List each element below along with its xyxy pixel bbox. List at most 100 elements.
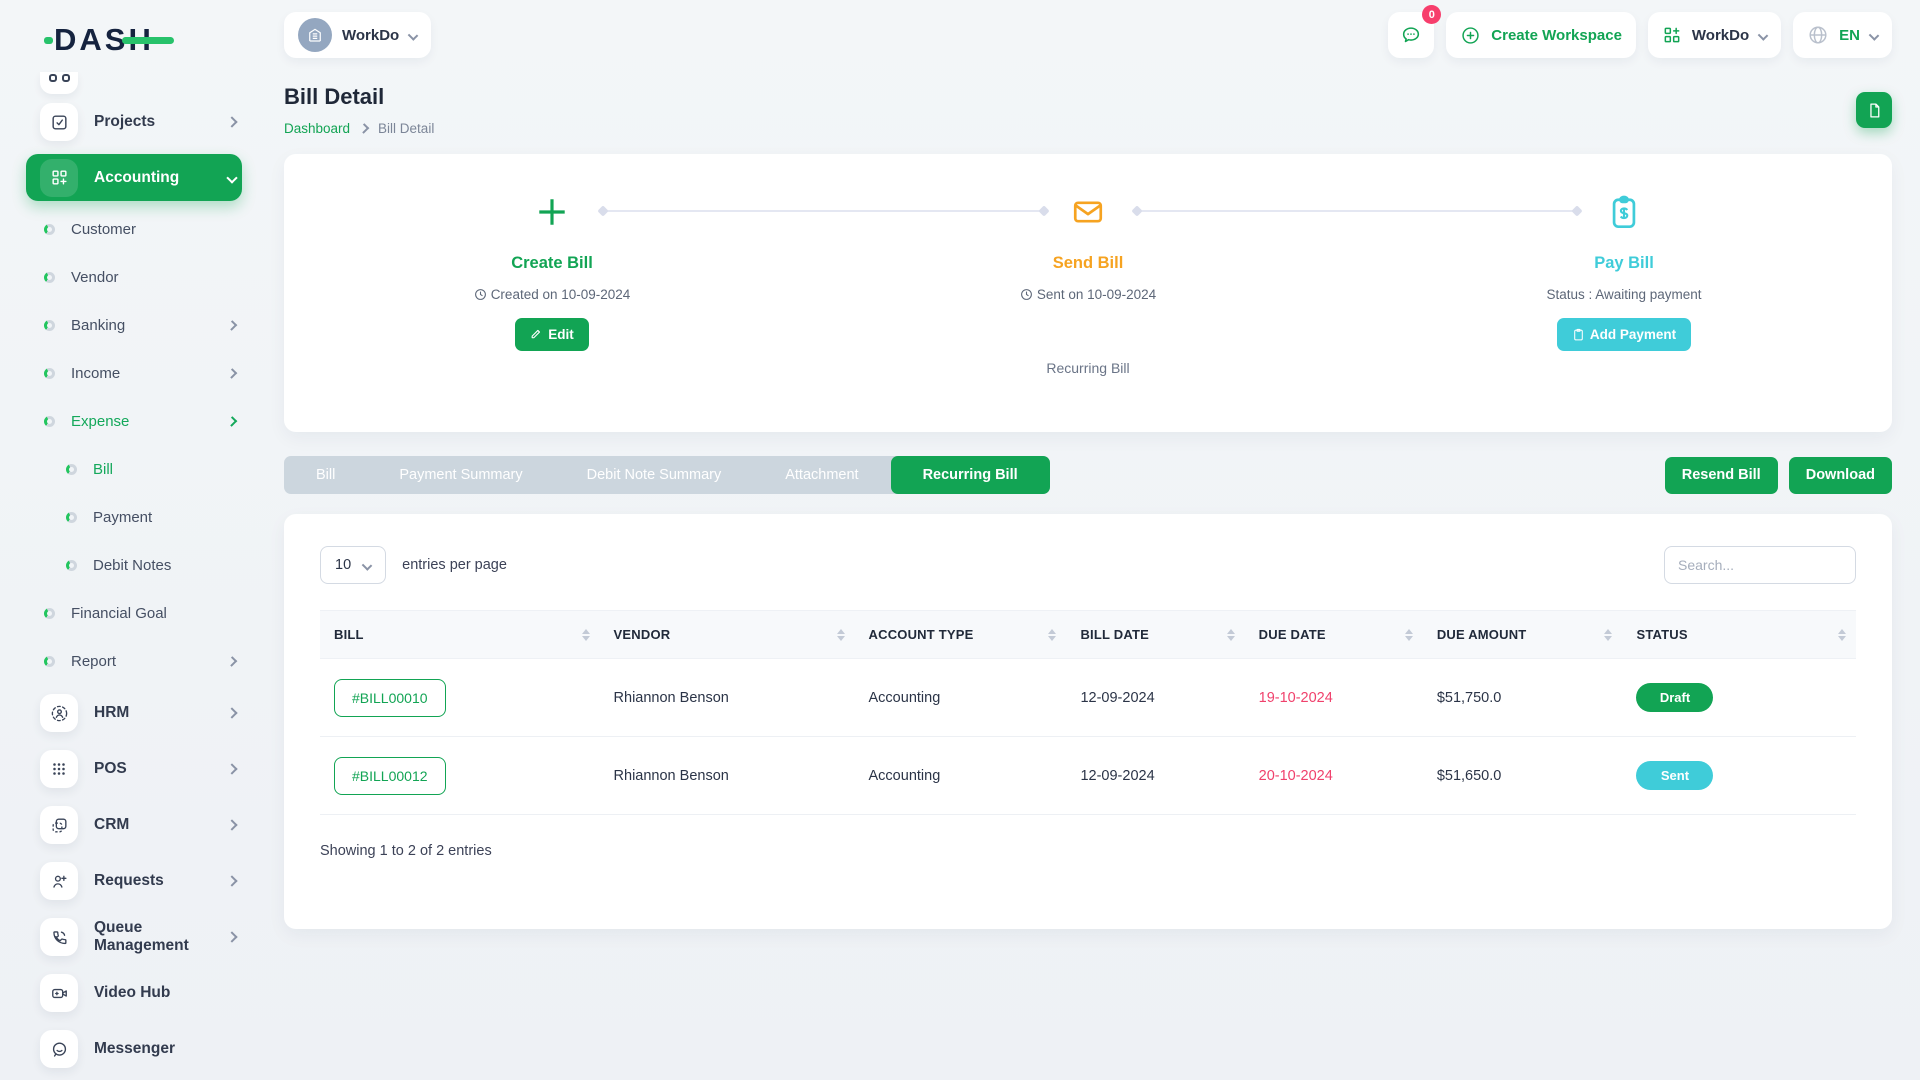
sidebar-item-customer[interactable]: Customer bbox=[26, 205, 242, 253]
sidebar-item-messenger[interactable]: Messenger bbox=[26, 1021, 242, 1077]
chevron-down-icon bbox=[1868, 29, 1880, 41]
sidebar-item-label: Report bbox=[71, 652, 117, 670]
create-workspace-button[interactable]: Create Workspace bbox=[1446, 12, 1636, 58]
add-payment-button[interactable]: Add Payment bbox=[1556, 318, 1692, 351]
sidebar-item-video-hub[interactable]: Video Hub bbox=[26, 965, 242, 1021]
tabs-row: Bill Payment Summary Debit Note Summary … bbox=[284, 456, 1892, 494]
bullet-icon bbox=[44, 655, 55, 667]
logo-dot bbox=[44, 37, 53, 44]
page-size-select[interactable]: 10 bbox=[320, 546, 387, 584]
sort-icon bbox=[581, 628, 590, 641]
chevron-down-icon bbox=[1757, 29, 1769, 41]
breadcrumb-dashboard-link[interactable]: Dashboard bbox=[284, 121, 351, 136]
sidebar-item-label: Video Hub bbox=[94, 984, 171, 1001]
chevron-right-icon bbox=[226, 707, 238, 719]
bill-number-link[interactable]: #BILL00010 bbox=[334, 678, 446, 717]
column-header-bill[interactable]: BILL bbox=[320, 610, 600, 659]
cell-due-date: 20-10-2024 bbox=[1244, 736, 1423, 815]
app-switcher-label: WorkDo bbox=[1691, 26, 1750, 44]
queue-icon bbox=[40, 918, 78, 956]
cell-account-type: Accounting bbox=[854, 658, 1067, 737]
language-selector[interactable]: EN bbox=[1793, 12, 1892, 58]
workspace-avatar bbox=[298, 18, 332, 52]
workflow-step-create-bill: Create Bill Created on 10-09-2024 Edit bbox=[284, 190, 820, 432]
edit-bill-button[interactable]: Edit bbox=[515, 318, 589, 351]
step-title: Pay Bill bbox=[1594, 254, 1654, 272]
bullet-icon bbox=[44, 271, 55, 283]
bullet-icon bbox=[44, 607, 55, 619]
resend-bill-button[interactable]: Resend Bill bbox=[1664, 456, 1778, 494]
sidebar-item-label: Customer bbox=[71, 220, 137, 238]
sidebar-item-debit-notes[interactable]: Debit Notes bbox=[26, 541, 242, 589]
bill-workflow-card: Create Bill Created on 10-09-2024 Edit S… bbox=[284, 154, 1892, 432]
column-header-status[interactable]: STATUS bbox=[1622, 610, 1856, 659]
crm-icon bbox=[40, 806, 78, 844]
sidebar-item-label: Requests bbox=[94, 872, 164, 889]
sidebar-item-crm[interactable]: CRM bbox=[26, 797, 242, 853]
video-icon bbox=[40, 974, 78, 1012]
sidebar-item-pos[interactable]: POS bbox=[26, 741, 242, 797]
cell-due-amount: $51,750.0 bbox=[1422, 658, 1623, 737]
sidebar-item-expense[interactable]: Expense bbox=[26, 397, 242, 445]
sidebar-item-hrm[interactable]: HRM bbox=[26, 685, 242, 741]
sidebar-item-label: Banking bbox=[71, 316, 126, 334]
download-button[interactable]: Download bbox=[1788, 456, 1892, 494]
cell-status: Sent bbox=[1622, 736, 1856, 815]
bill-detail-tabs: Bill Payment Summary Debit Note Summary … bbox=[284, 456, 1050, 494]
topbar: WorkDo 0 Create Workspace WorkDo EN bbox=[284, 5, 1892, 58]
column-header-bill-date[interactable]: BILL DATE bbox=[1066, 610, 1245, 659]
messages-button[interactable]: 0 bbox=[1388, 5, 1442, 58]
sidebar-item-accounting[interactable]: Accounting bbox=[26, 154, 242, 201]
sidebar-item-label: Payment bbox=[93, 508, 153, 526]
step-meta: Sent on 10-09-2024 bbox=[820, 287, 1356, 302]
cell-status: Draft bbox=[1622, 658, 1856, 737]
chevron-right-icon bbox=[226, 415, 238, 427]
sidebar-item-label: Vendor bbox=[71, 268, 119, 286]
tab-actions: Resend Bill Download bbox=[1664, 456, 1892, 494]
language-label: EN bbox=[1839, 26, 1860, 44]
sidebar-item-vendor[interactable]: Vendor bbox=[26, 253, 242, 301]
sort-icon bbox=[1226, 628, 1235, 641]
cell-bill-date: 12-09-2024 bbox=[1066, 658, 1245, 737]
search-input[interactable] bbox=[1664, 546, 1856, 584]
column-header-vendor[interactable]: VENDOR bbox=[599, 610, 855, 659]
create-workspace-label: Create Workspace bbox=[1491, 26, 1622, 44]
sidebar-item-financial-goal[interactable]: Financial Goal bbox=[26, 589, 242, 637]
table-header-row: BILL VENDOR ACCOUNT TYPE BILL DATE DUE D… bbox=[320, 610, 1856, 659]
recurring-bill-note: Recurring Bill bbox=[1046, 360, 1130, 376]
sidebar-item-projects[interactable]: Projects bbox=[26, 94, 242, 150]
app-switcher-button[interactable]: WorkDo bbox=[1647, 12, 1782, 58]
tab-bill[interactable]: Bill bbox=[316, 467, 336, 483]
chevron-down-icon bbox=[226, 171, 238, 184]
column-header-due-date[interactable]: DUE DATE bbox=[1244, 610, 1423, 659]
sidebar-item-payment[interactable]: Payment bbox=[26, 493, 242, 541]
envelope-icon bbox=[820, 190, 1356, 234]
sidebar-item-banking[interactable]: Banking bbox=[26, 301, 242, 349]
table-row: #BILL00012 Rhiannon Benson Accounting 12… bbox=[320, 736, 1856, 815]
sidebar-item-report[interactable]: Report bbox=[26, 637, 242, 685]
bill-preview-button[interactable] bbox=[1856, 92, 1892, 128]
column-header-due-amount[interactable]: DUE AMOUNT bbox=[1422, 610, 1623, 659]
sidebar-item-income[interactable]: Income bbox=[26, 349, 242, 397]
tab-payment-summary[interactable]: Payment Summary bbox=[399, 467, 523, 483]
bill-number-link[interactable]: #BILL00012 bbox=[334, 756, 446, 795]
sidebar-item-label: Debit Notes bbox=[93, 556, 172, 574]
accounting-icon bbox=[40, 158, 78, 197]
sidebar-item-queue-management[interactable]: Queue Management bbox=[26, 909, 242, 965]
tab-attachment[interactable]: Attachment bbox=[785, 467, 859, 483]
workspace-switcher[interactable]: WorkDo bbox=[284, 12, 432, 58]
column-header-account-type[interactable]: ACCOUNT TYPE bbox=[854, 610, 1067, 659]
tab-recurring-bill[interactable]: Recurring Bill bbox=[890, 456, 1050, 494]
sidebar-item-requests[interactable]: Requests bbox=[26, 853, 242, 909]
page-header: Bill Detail Dashboard Bill Detail bbox=[284, 84, 1892, 136]
clipboard-icon bbox=[1574, 328, 1583, 341]
sidebar-item-label: Expense bbox=[71, 412, 130, 430]
apps-grid-icon bbox=[1664, 27, 1680, 43]
sidebar-item-bill[interactable]: Bill bbox=[26, 445, 242, 493]
workflow-connector bbox=[1136, 210, 1579, 212]
sidebar-item-label: Financial Goal bbox=[71, 604, 167, 622]
tab-debit-note-summary[interactable]: Debit Note Summary bbox=[586, 467, 722, 483]
clipboard-dollar-icon bbox=[1356, 190, 1892, 234]
chevron-right-icon bbox=[358, 123, 370, 134]
step-meta: Status : Awaiting payment bbox=[1546, 287, 1702, 302]
